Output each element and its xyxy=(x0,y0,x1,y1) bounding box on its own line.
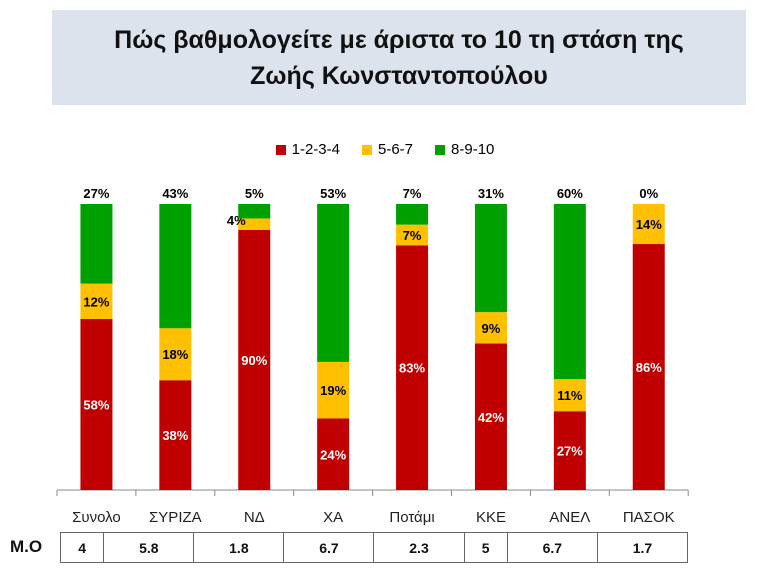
category-label: ΚΚΕ xyxy=(476,509,506,526)
bar-5-6-7 xyxy=(632,204,665,245)
data-label: 14% xyxy=(636,217,662,232)
bar-8-9-10 xyxy=(159,204,192,329)
category-label: ΝΔ xyxy=(244,509,265,526)
data-label: 9% xyxy=(482,321,501,336)
data-label: 19% xyxy=(320,383,346,398)
data-label: 42% xyxy=(478,410,504,425)
bar-8-9-10 xyxy=(474,204,507,313)
legend-item: 1-2-3-4 xyxy=(275,141,340,158)
category-label: Συνολο xyxy=(72,509,121,526)
mean-value: 4 xyxy=(59,532,105,563)
bar-8-9-10 xyxy=(396,204,429,225)
legend-swatch xyxy=(275,144,286,155)
mean-value: 6.7 xyxy=(283,532,375,563)
legend-item: 5-6-7 xyxy=(361,141,414,158)
legend-item: 8-9-10 xyxy=(435,141,494,158)
mean-table: 4 5.8 1.8 6.7 2.3 5 6.7 1.7 xyxy=(59,532,689,563)
bar-5-6-7 xyxy=(238,218,271,230)
mean-value: 2.3 xyxy=(373,532,465,563)
data-label: 11% xyxy=(557,388,583,403)
category-label: ΑΝΕΛ xyxy=(549,509,590,526)
data-label: 0% xyxy=(639,186,658,201)
bar-5-6-7 xyxy=(159,328,192,381)
chart-title: Πώς βαθμολογείτε με άριστα το 10 τη στάσ… xyxy=(52,10,746,105)
bar-5-6-7 xyxy=(80,283,113,319)
data-label: 53% xyxy=(320,186,346,201)
mean-label: Μ.Ο xyxy=(10,537,43,556)
data-label: 83% xyxy=(399,361,425,376)
mean-value: 6.7 xyxy=(506,532,598,563)
bar-8-9-10 xyxy=(317,204,350,362)
data-label: 27% xyxy=(83,186,109,201)
mean-value: 1.7 xyxy=(596,532,689,563)
bar-8-9-10 xyxy=(80,204,113,284)
data-label: 31% xyxy=(478,186,504,201)
data-label: 5% xyxy=(245,186,264,201)
bar-1-2-3-4 xyxy=(553,411,586,490)
bar-5-6-7 xyxy=(396,224,429,246)
mean-value: 1.8 xyxy=(193,532,285,563)
data-label: 86% xyxy=(636,360,662,375)
bar-1-2-3-4 xyxy=(396,245,429,490)
bar-8-9-10 xyxy=(553,204,586,380)
legend-swatch xyxy=(435,144,446,155)
data-label: 27% xyxy=(557,444,583,459)
category-label: ΣΥΡΙΖΑ xyxy=(149,509,202,526)
category-label: Ποτάμι xyxy=(389,509,434,526)
bar-5-6-7 xyxy=(553,379,586,412)
mean-value: 5 xyxy=(463,532,508,563)
bar-1-2-3-4 xyxy=(159,380,192,490)
mean-value: 5.8 xyxy=(103,532,195,563)
legend-label: 1-2-3-4 xyxy=(291,141,340,158)
data-label: 24% xyxy=(320,447,346,462)
legend-label: 5-6-7 xyxy=(377,141,414,158)
legend-label: 8-9-10 xyxy=(451,141,495,158)
data-label: 58% xyxy=(83,397,109,412)
legend: 1-2-3-4 5-6-7 8-9-10 xyxy=(0,141,770,158)
bar-1-2-3-4 xyxy=(238,230,271,490)
data-label: 7% xyxy=(403,186,422,201)
data-label: 7% xyxy=(403,228,422,243)
bar-5-6-7 xyxy=(317,361,350,419)
data-label: 12% xyxy=(83,294,109,309)
data-label: 60% xyxy=(557,186,583,201)
data-label: 43% xyxy=(162,186,188,201)
bar-1-2-3-4 xyxy=(474,343,507,490)
bar-1-2-3-4 xyxy=(80,318,113,490)
data-label: 38% xyxy=(162,428,188,443)
bar-8-9-10 xyxy=(238,204,271,219)
bar-1-2-3-4 xyxy=(317,418,350,490)
legend-swatch xyxy=(361,144,372,155)
category-label: ΠΑΣΟΚ xyxy=(623,509,675,526)
bar-1-2-3-4 xyxy=(632,244,665,490)
data-label: 18% xyxy=(162,347,188,362)
bar-5-6-7 xyxy=(474,312,507,344)
data-label: 90% xyxy=(241,353,267,368)
category-label: ΧΑ xyxy=(323,509,343,526)
